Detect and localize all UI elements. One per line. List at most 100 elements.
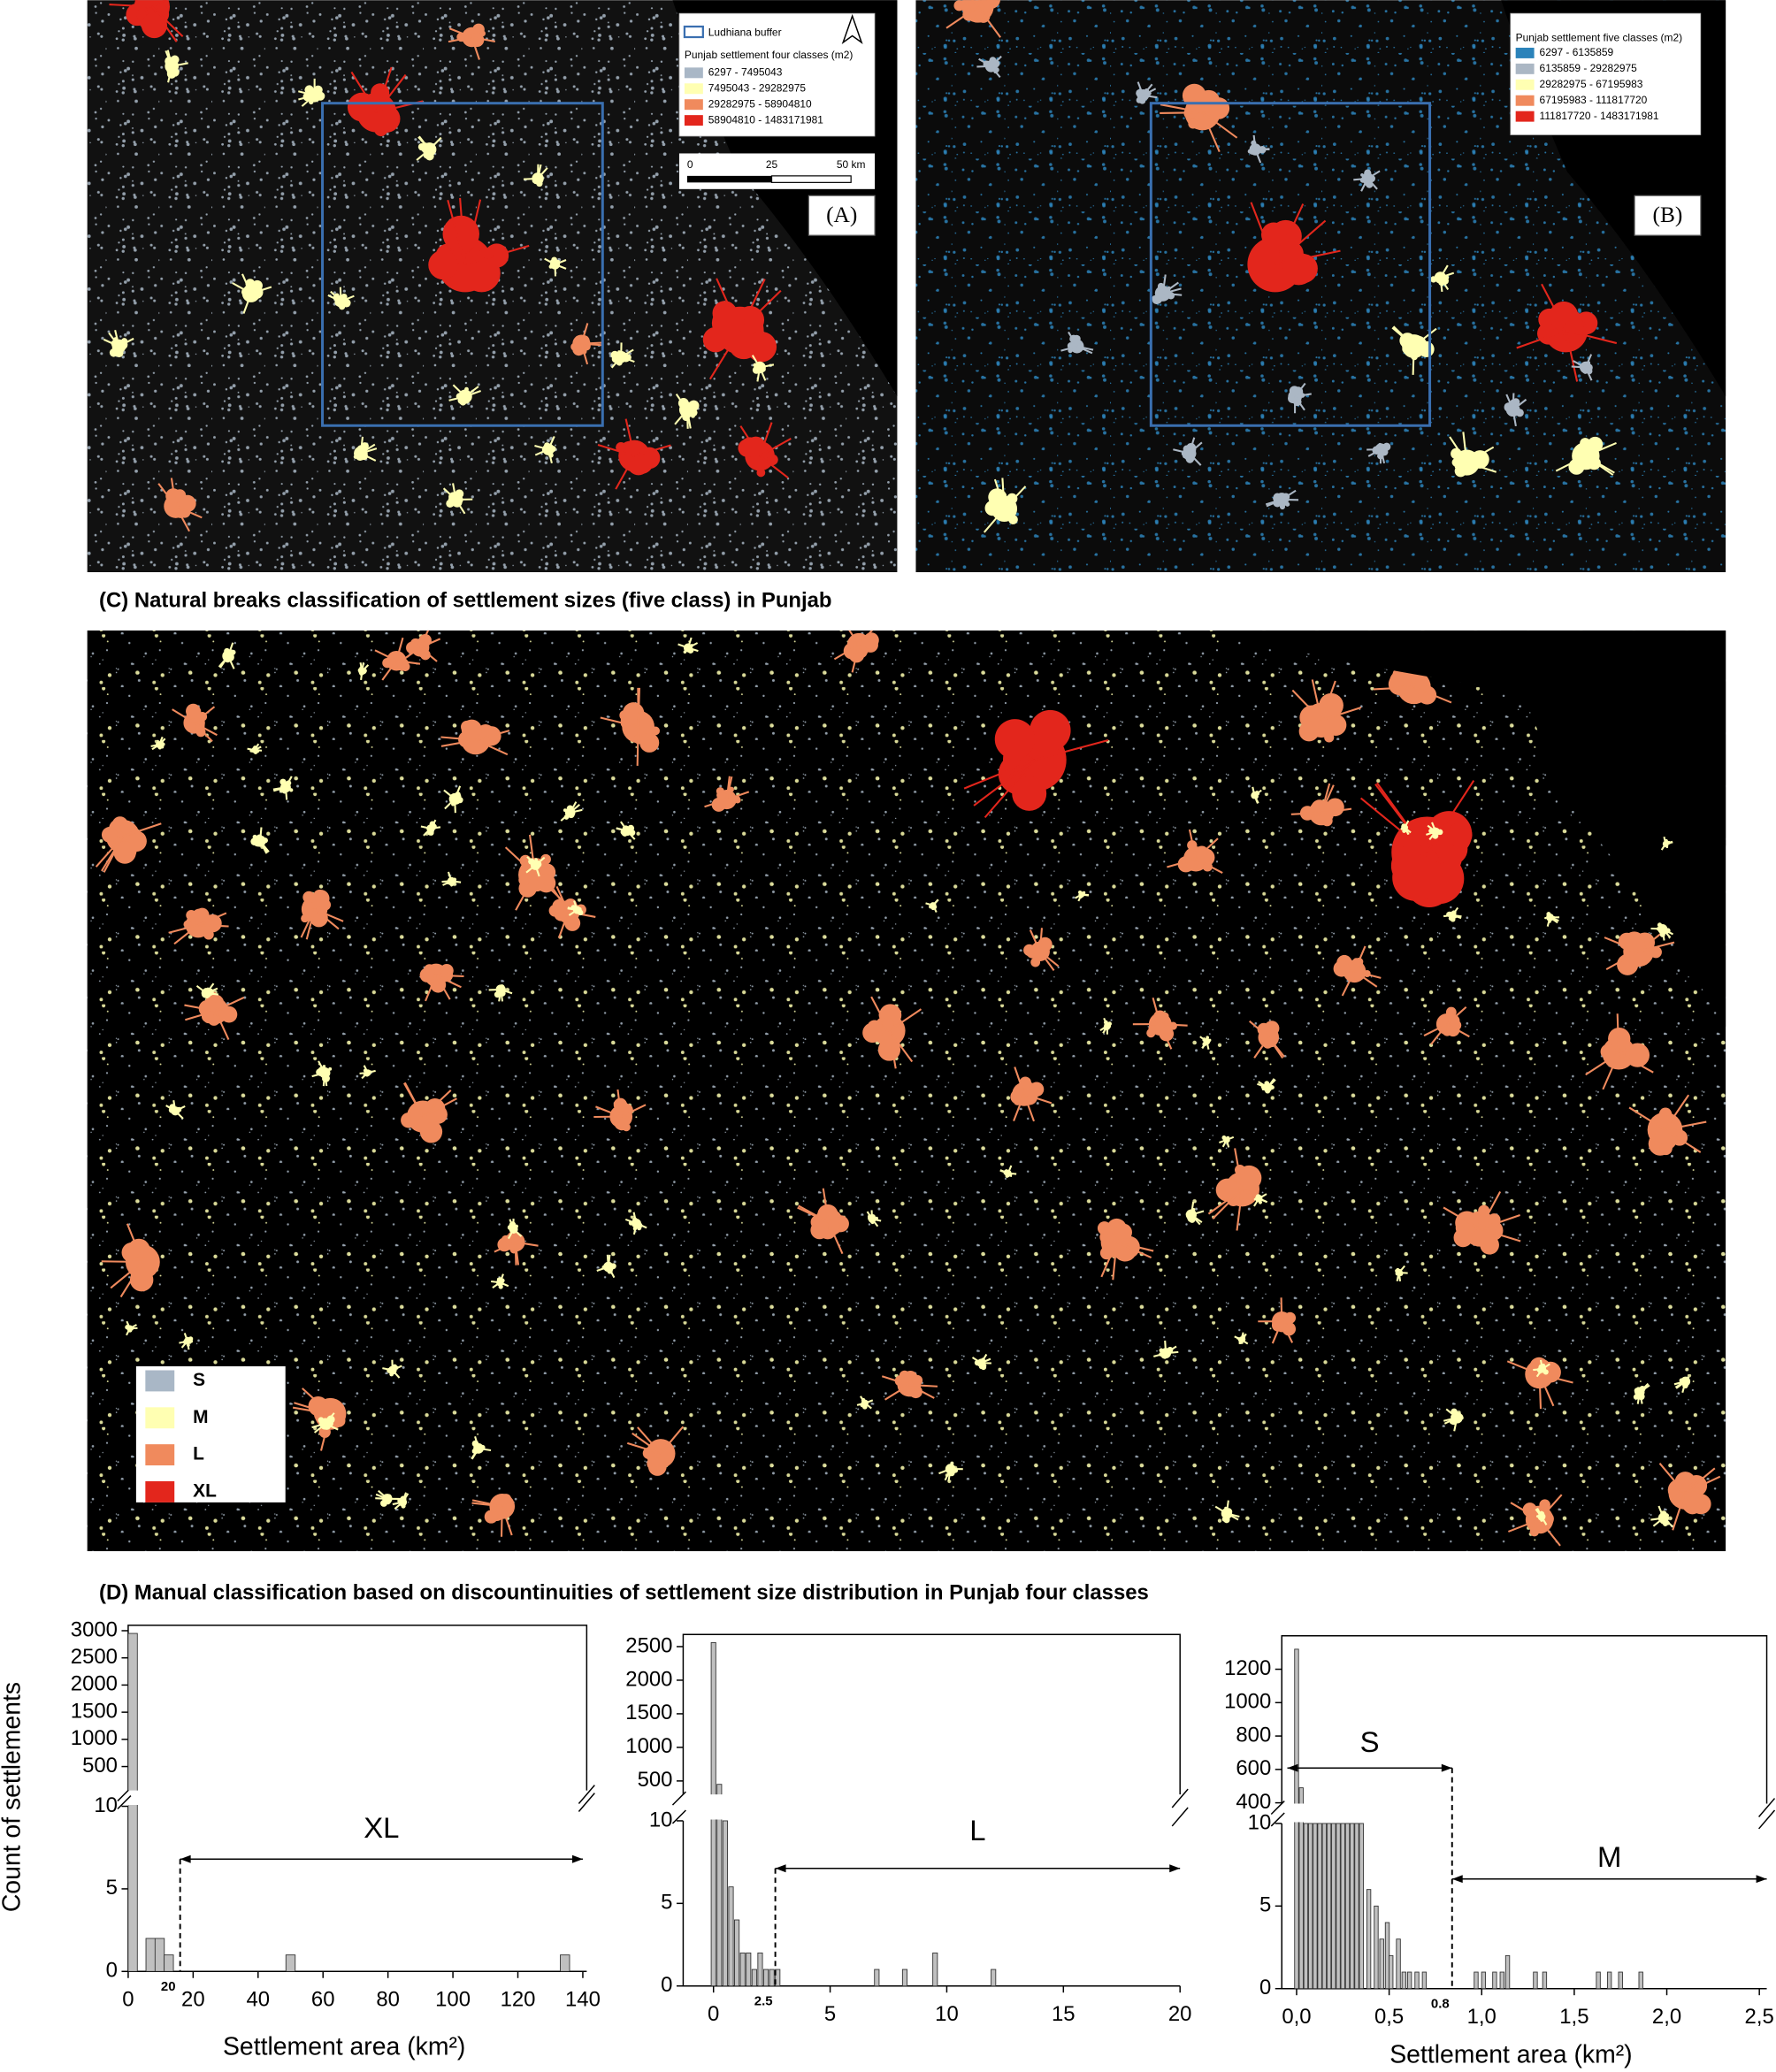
settlement-road — [573, 900, 578, 911]
bar — [1504, 1954, 1511, 1989]
settlement-road — [1426, 830, 1436, 836]
settlement — [656, 1439, 666, 1449]
settlement-road — [1516, 329, 1566, 349]
settlement-road — [1354, 970, 1382, 979]
settlement — [188, 1336, 194, 1342]
x-tick-label: 40 — [246, 1987, 270, 2011]
settlement-road — [444, 798, 455, 810]
settlement — [463, 254, 501, 293]
settlement — [1159, 1348, 1164, 1353]
settlement — [230, 649, 236, 655]
scale-bar — [686, 175, 772, 183]
settlement-road — [1167, 858, 1197, 868]
settlement — [1289, 386, 1300, 396]
threshold-label: 0.8 — [1431, 1997, 1450, 2012]
settlement-road — [1188, 829, 1198, 860]
settlement-road — [674, 409, 688, 425]
settlement-road — [452, 483, 457, 501]
settlement-road — [1684, 1467, 1716, 1495]
settlement-road — [1540, 1359, 1543, 1370]
settlement-road — [360, 447, 378, 455]
x-axis-label: Settlement area (km²) — [1389, 2040, 1632, 2068]
settlement — [877, 1038, 901, 1061]
settlement — [401, 1503, 406, 1509]
settlement — [577, 907, 581, 911]
settlement-road — [325, 1423, 339, 1431]
settlement — [899, 1383, 913, 1395]
settlement — [974, 7, 985, 19]
settlement-road — [1479, 1214, 1520, 1230]
settlement-road — [534, 864, 540, 877]
settlement-road — [944, 1468, 952, 1481]
settlement — [651, 726, 661, 736]
settlement-road — [205, 982, 215, 994]
settlement-road — [1510, 1502, 1541, 1521]
settlement — [716, 787, 724, 796]
settlement-road — [1253, 1197, 1260, 1207]
settlement-road — [908, 1383, 938, 1388]
x-tick-label: 80 — [376, 1987, 400, 2011]
settlement — [498, 984, 503, 990]
settlement-road — [1265, 498, 1282, 506]
x-tick-label: 0,5 — [1374, 2005, 1404, 2029]
settlement-road — [984, 759, 1036, 819]
bar — [751, 1969, 757, 1986]
settlement-road — [419, 646, 438, 662]
settlement — [484, 1510, 498, 1524]
settlement — [1459, 1416, 1464, 1420]
settlement-road — [523, 177, 539, 180]
settlement-road — [1142, 88, 1157, 96]
bar — [1492, 1971, 1497, 1989]
settlement-road — [1201, 1040, 1208, 1049]
settlement — [882, 1017, 894, 1029]
settlement-road — [632, 1212, 638, 1224]
settlement — [1580, 438, 1591, 449]
settlement-road — [864, 1399, 874, 1404]
settlement — [1243, 1193, 1254, 1204]
settlement-road — [1449, 436, 1468, 463]
settlement-road — [1664, 1094, 1690, 1131]
x-tick-label: 20 — [1168, 2002, 1192, 2026]
settlement-road — [1466, 446, 1495, 463]
settlement-road — [1038, 928, 1044, 952]
settlement-road — [620, 821, 629, 832]
settlement-road — [1188, 437, 1196, 454]
settlement-road — [197, 912, 227, 926]
settlement-road — [172, 1100, 177, 1112]
legend-title: Punjab settlement five classes (m2) — [1516, 32, 1682, 44]
settlement-road — [322, 1073, 326, 1087]
bar — [1379, 1938, 1384, 1989]
settlement — [1447, 822, 1473, 848]
settlement — [250, 837, 259, 845]
settlement — [746, 331, 777, 363]
settlement-road — [1212, 1189, 1244, 1219]
bar — [1406, 1971, 1412, 1989]
settlement — [341, 293, 348, 301]
settlement-road — [624, 1218, 637, 1225]
settlement — [1665, 1513, 1670, 1518]
settlement-road — [1366, 178, 1378, 190]
settlement-road — [971, 1357, 982, 1365]
legend-label: M — [193, 1407, 208, 1427]
settlement-road — [259, 840, 268, 854]
settlement-road — [624, 418, 636, 456]
settlement-road — [856, 1402, 866, 1406]
settlement — [1160, 1012, 1169, 1021]
settlement-road — [534, 856, 546, 867]
settlement — [1279, 503, 1286, 510]
bar — [164, 1954, 174, 1972]
y-tick-label: 600 — [1236, 1756, 1271, 1780]
settlement-road — [739, 425, 761, 457]
settlement-road — [1321, 807, 1352, 814]
settlement-road — [1160, 1023, 1188, 1027]
y-tick-label: 0 — [106, 1959, 118, 1983]
settlement-road — [1512, 398, 1527, 411]
settlement-road — [1249, 1020, 1269, 1038]
settlement-road — [978, 57, 992, 67]
settlement-road — [534, 444, 549, 451]
x-tick-label: 0 — [122, 1987, 134, 2011]
settlement-road — [215, 997, 245, 1013]
settlement-road — [101, 836, 124, 872]
axis-frame — [127, 1806, 587, 1973]
